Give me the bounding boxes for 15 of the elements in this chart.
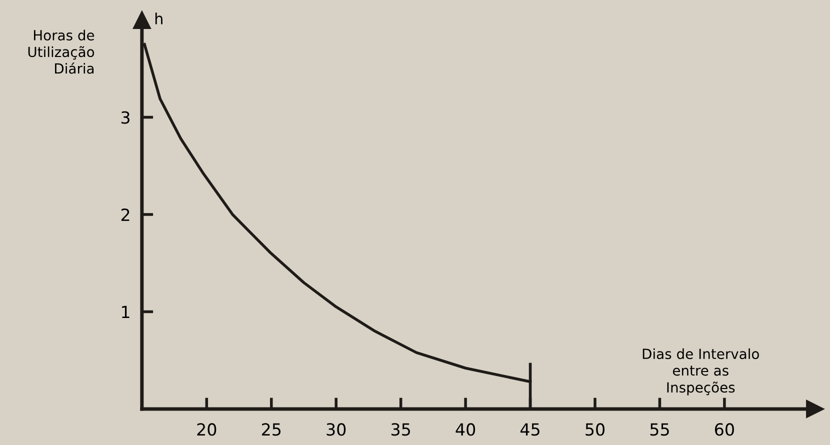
x-tick-label: 35 (391, 423, 410, 436)
x-tick-label: 30 (326, 423, 346, 436)
y-axis-title: Horas de Utilização Diária (28, 30, 94, 74)
x-tick-label: 45 (520, 423, 540, 436)
annotation: h (155, 12, 162, 24)
x-tick-label: 40 (456, 423, 476, 436)
x-axis-title: Dias de Intervalo entre as Inspeções (642, 348, 759, 396)
x-tick-label: 50 (586, 423, 604, 436)
x-tick-label: 55 (650, 423, 669, 436)
y-tick-label: 2 (121, 208, 130, 221)
x-tick-label: 60 (715, 423, 734, 436)
y-tick-label: 3 (121, 111, 130, 124)
y-tick-label: 1 (122, 306, 130, 318)
x-tick-label: 25 (262, 423, 281, 436)
x-tick-label: 20 (197, 423, 216, 436)
